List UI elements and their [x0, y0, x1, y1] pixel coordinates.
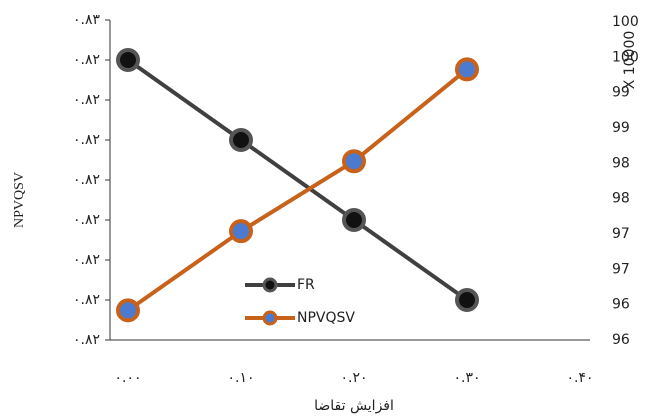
x-tick-label: ٠.٣٠ [453, 370, 480, 386]
data-point [457, 290, 477, 310]
y-tick-label: ٠.٨٢ [73, 52, 100, 68]
y-tick-label: ٠.٨٢ [73, 212, 100, 228]
y-tick-label: ٠.٨٢ [73, 332, 100, 348]
series-line [128, 69, 467, 310]
data-point [231, 130, 251, 150]
chart: NPVQSV X 10000 افزایش تقاضا ٠.٨٢٠.٨٢٠.٨٢… [0, 0, 665, 418]
legend-marker [264, 312, 276, 324]
x-tick-label: ٠.٢٠ [340, 370, 367, 386]
data-point [118, 50, 138, 70]
x-axis-label: افزایش تقاضا [314, 398, 394, 414]
data-point [344, 151, 364, 171]
data-point [457, 59, 477, 79]
y2-tick-label: 99 [612, 85, 630, 101]
y2-tick-label: 98 [612, 191, 630, 207]
legend-label: FR [297, 277, 315, 293]
x-tick-label: ٠.۴٠ [566, 370, 593, 386]
y-tick-label: ٠.٨٢ [73, 92, 100, 108]
y2-tick-label: 96 [612, 332, 630, 348]
y-axis-label: NPVQSV [12, 172, 27, 228]
y2-tick-label: 96 [612, 297, 630, 313]
legend-marker [264, 279, 276, 291]
y2-tick-label: 98 [612, 155, 630, 171]
y2-tick-label: 97 [612, 261, 630, 277]
x-tick-label: ٠.١٠ [227, 370, 254, 386]
y-tick-label: ٠.٨٢ [73, 132, 100, 148]
y-tick-label: ٠.٨٣ [73, 12, 100, 28]
y-tick-label: ٠.٨٢ [73, 172, 100, 188]
y2-tick-label: 99 [612, 120, 630, 136]
y2-tick-label: 97 [612, 226, 630, 242]
y-tick-label: ٠.٨٢ [73, 252, 100, 268]
series-line [128, 60, 467, 300]
data-point [231, 221, 251, 241]
y2-tick-label: 100 [612, 49, 639, 65]
y-tick-label: ٠.٨٢ [73, 292, 100, 308]
data-point [344, 210, 364, 230]
data-point [118, 300, 138, 320]
y2-tick-label: 100 [612, 14, 639, 30]
x-tick-label: ٠.٠٠ [114, 370, 141, 386]
legend-label: NPVQSV [297, 310, 355, 326]
